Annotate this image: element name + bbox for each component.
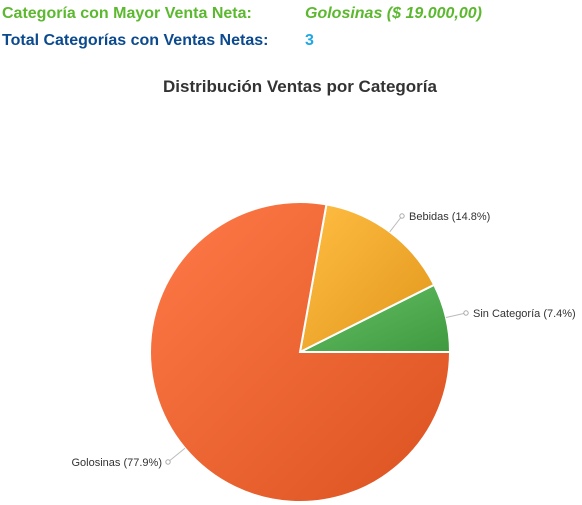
label-connector-dot xyxy=(399,213,405,219)
total-categories-label: Total Categorías con Ventas Netas: xyxy=(2,32,269,49)
pie-slice-bebidas[interactable] xyxy=(298,203,436,354)
label-connector xyxy=(389,215,403,233)
pie-slice-label: Bebidas (14.8%) xyxy=(409,211,490,223)
pie-slice-golosinas[interactable] xyxy=(149,201,452,503)
pie-labels: Sin Categoría (7.4%) Bebidas (14.8%) Golos… xyxy=(72,211,576,469)
chart-title: Distribución Ventas por Categoría xyxy=(163,77,437,96)
top-category-label: Categoría con Mayor Venta Neta: xyxy=(2,5,252,22)
pie-slice-label: Sin Categoría (7.4%) xyxy=(473,308,576,320)
pie-slices xyxy=(149,201,452,503)
top-category-value: Golosinas ($ 19.000,00) xyxy=(305,5,482,22)
label-connector-dot xyxy=(463,310,469,316)
label-connector-dot xyxy=(165,459,171,465)
total-categories-value: 3 xyxy=(305,32,314,49)
label-connector xyxy=(167,447,186,463)
label-connector xyxy=(445,312,467,318)
pie-slice-label: Golosinas (77.9%) xyxy=(72,457,163,469)
